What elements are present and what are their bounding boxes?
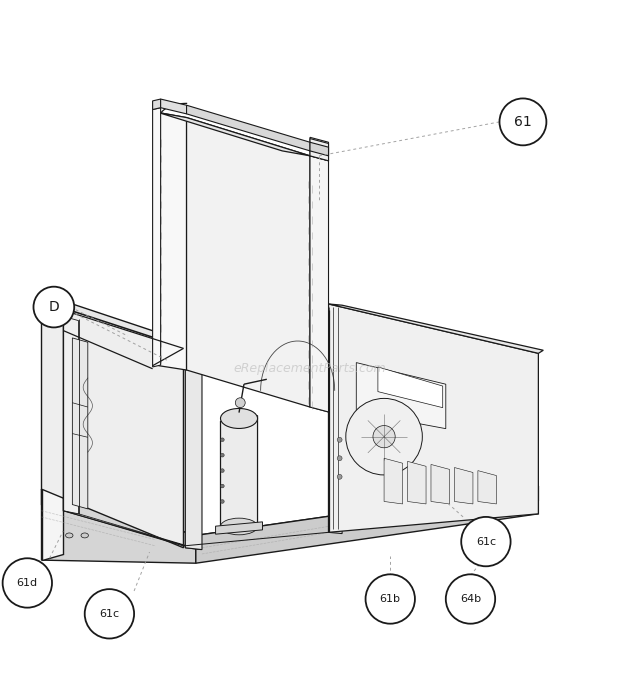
Circle shape (221, 500, 224, 503)
Circle shape (85, 589, 134, 638)
Polygon shape (407, 461, 426, 504)
Ellipse shape (221, 518, 257, 535)
Polygon shape (159, 113, 187, 370)
Circle shape (500, 98, 546, 145)
Polygon shape (310, 155, 329, 412)
Polygon shape (42, 301, 63, 560)
Ellipse shape (66, 533, 73, 538)
Text: 61c: 61c (99, 609, 120, 619)
Ellipse shape (81, 533, 89, 538)
Circle shape (221, 454, 224, 457)
Polygon shape (196, 486, 538, 563)
Text: 61d: 61d (17, 578, 38, 588)
Circle shape (446, 574, 495, 623)
Polygon shape (73, 338, 88, 509)
Text: D: D (48, 300, 60, 314)
Polygon shape (329, 304, 538, 533)
Polygon shape (159, 113, 310, 155)
Text: eReplacementParts.com: eReplacementParts.com (234, 362, 386, 375)
Polygon shape (329, 304, 543, 353)
Circle shape (346, 398, 422, 475)
Polygon shape (161, 99, 187, 114)
Polygon shape (310, 143, 329, 155)
Polygon shape (42, 489, 196, 563)
Circle shape (33, 286, 74, 327)
Polygon shape (42, 489, 196, 550)
Text: 61: 61 (514, 115, 532, 129)
Circle shape (366, 574, 415, 623)
Polygon shape (42, 301, 184, 548)
Circle shape (221, 484, 224, 488)
Polygon shape (63, 511, 200, 550)
Circle shape (461, 517, 511, 566)
Circle shape (221, 438, 224, 442)
Polygon shape (329, 310, 342, 533)
Circle shape (337, 456, 342, 461)
Circle shape (373, 426, 395, 448)
Polygon shape (310, 137, 329, 161)
Text: 61b: 61b (379, 594, 401, 604)
Polygon shape (310, 304, 329, 412)
Polygon shape (216, 522, 262, 534)
Polygon shape (384, 458, 402, 504)
Circle shape (337, 474, 342, 479)
Polygon shape (42, 301, 202, 347)
Polygon shape (153, 108, 161, 367)
Circle shape (221, 469, 224, 473)
Polygon shape (185, 347, 202, 550)
Polygon shape (153, 99, 161, 110)
Polygon shape (454, 468, 473, 504)
Circle shape (337, 437, 342, 442)
Polygon shape (431, 464, 450, 504)
Ellipse shape (221, 409, 257, 428)
Polygon shape (356, 363, 446, 429)
Polygon shape (185, 347, 201, 550)
Polygon shape (63, 316, 79, 514)
Polygon shape (187, 117, 310, 407)
Polygon shape (196, 486, 538, 550)
Text: 64b: 64b (460, 594, 481, 604)
Polygon shape (221, 416, 257, 529)
Text: 61c: 61c (476, 537, 496, 546)
Circle shape (236, 398, 245, 408)
Circle shape (2, 559, 52, 608)
Polygon shape (378, 367, 443, 408)
Polygon shape (478, 471, 497, 504)
Polygon shape (310, 138, 329, 161)
Polygon shape (187, 105, 310, 151)
